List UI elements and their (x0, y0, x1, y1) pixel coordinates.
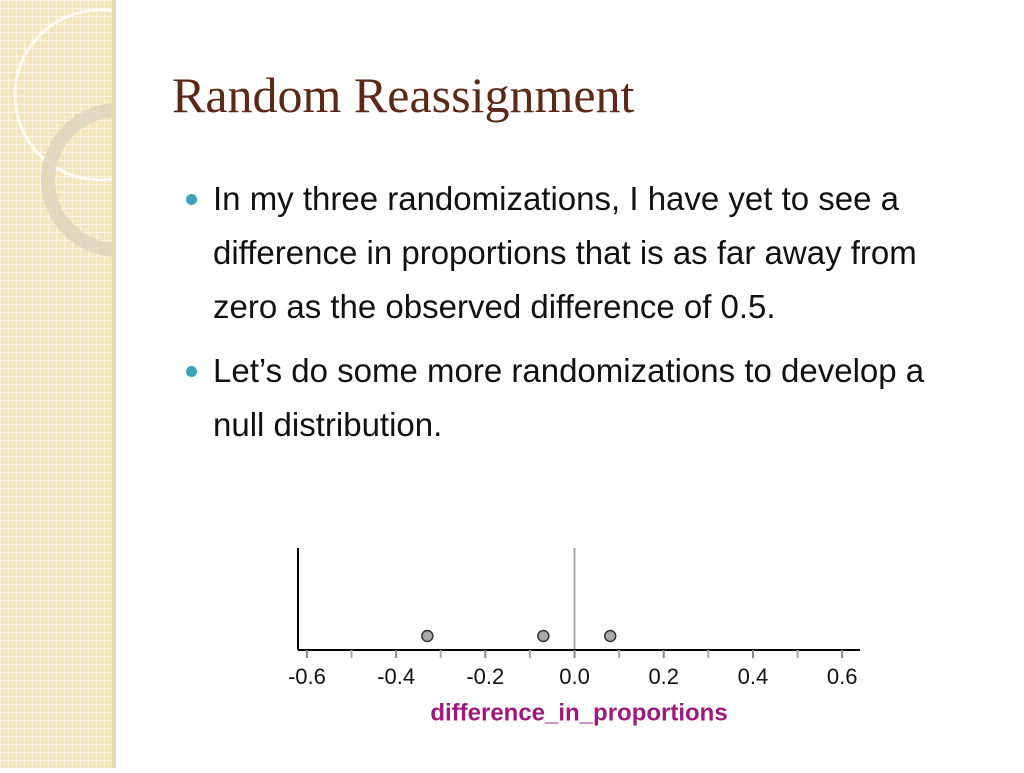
bullet: Let’s do some more randomizations to dev… (186, 344, 966, 452)
bullet-list: In my three randomizations, I have yet t… (186, 172, 966, 462)
x-tick-label: 0.2 (648, 664, 679, 689)
slide-title: Random Reassignment (172, 67, 635, 123)
x-axis-label: difference_in_proportions (430, 699, 727, 726)
x-tick-label: -0.4 (377, 664, 415, 689)
bullet: In my three randomizations, I have yet t… (186, 172, 966, 334)
x-tick-label: 0.6 (827, 664, 858, 689)
dot (603, 629, 617, 643)
x-tick-label: -0.6 (288, 664, 326, 689)
x-tick-label: 0.0 (559, 664, 590, 689)
dot (421, 629, 434, 643)
dot (537, 629, 550, 643)
x-tick-label: 0.4 (738, 664, 769, 689)
x-tick-label: -0.2 (466, 664, 504, 689)
decorative-strip (0, 0, 195, 768)
